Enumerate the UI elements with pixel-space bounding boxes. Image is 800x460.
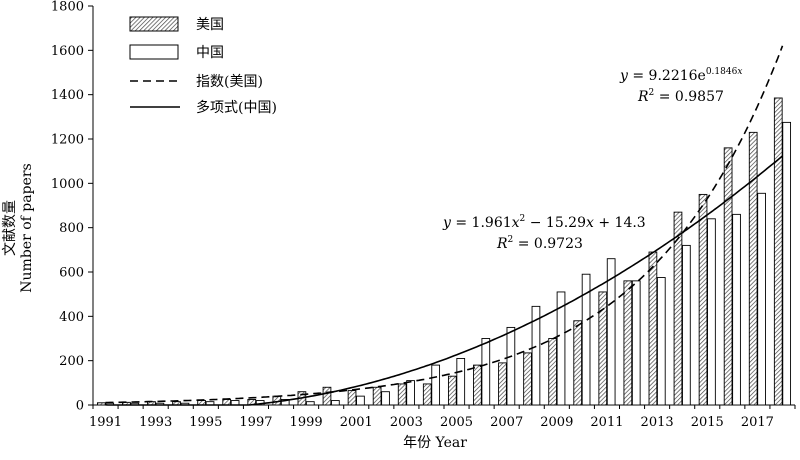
y-tick-label: 0 [76, 399, 84, 414]
y-tick-label: 200 [59, 354, 84, 369]
bar-cn [406, 380, 415, 406]
bar-us [648, 251, 658, 406]
y-tick-label: 1000 [51, 177, 84, 192]
y-tick-label: 1200 [51, 133, 84, 148]
x-tick-label: 1999 [290, 415, 323, 430]
bar-us [347, 390, 357, 406]
bar-us [673, 211, 683, 406]
x-tick-label: 2017 [741, 415, 774, 430]
y-tick-label: 1800 [51, 0, 84, 15]
legend: 美国 中国 指数(美国) 多项式(中国) [129, 16, 277, 116]
trendline-exponential [105, 45, 784, 404]
x-axis-title: 年份 Year [403, 435, 467, 451]
legend-label-poly: 多项式(中国) [196, 99, 277, 116]
bar-cn [782, 121, 792, 406]
bar-us [748, 131, 758, 406]
bar-us [498, 362, 507, 406]
y-tick-label: 1400 [51, 88, 84, 103]
bar-us [573, 320, 583, 406]
legend-label-exp: 指数(美国) [196, 74, 263, 90]
bar-cn [757, 192, 766, 406]
bar-cn [431, 364, 441, 406]
x-tick-label: 2003 [390, 415, 423, 430]
bar-cn [481, 338, 491, 406]
bar-us [773, 97, 783, 406]
y-tick-label: 600 [59, 266, 84, 281]
bar-cn [531, 305, 541, 406]
x-tick-label: 2013 [641, 415, 674, 430]
bar-us [723, 147, 733, 406]
bar-us [322, 386, 332, 406]
x-tick-label: 1991 [89, 415, 122, 430]
bar-us [96, 402, 106, 406]
bar-us [422, 383, 432, 406]
legend-label-cn: 中国 [196, 45, 224, 61]
bar-us [598, 291, 608, 406]
y-axis-title-en: Number of papers [19, 163, 35, 292]
bar-cn [556, 291, 566, 406]
r2-poly-text: R2 = 0.9723 [496, 235, 583, 252]
x-tick-label: 2005 [440, 415, 473, 430]
y-tick-label: 1600 [51, 44, 84, 59]
equation-exponential: y = 9.2216e0.1846x R2 = 0.9857 [619, 67, 742, 105]
legend-label-us: 美国 [196, 17, 224, 33]
bar-us [623, 280, 633, 406]
y-axis-title-cn: 文献数量 [2, 200, 18, 256]
y-axis-title: 文献数量 Number of papers [2, 163, 35, 292]
trendlines [105, 45, 784, 406]
x-tick-label: 2007 [490, 415, 523, 430]
x-tick-label: 2009 [540, 415, 573, 430]
bar-cn [456, 358, 466, 406]
bar-us [523, 352, 532, 406]
bar-us [473, 364, 482, 406]
bar-us [548, 338, 557, 406]
bar-cn [356, 395, 365, 406]
bar-us [447, 375, 457, 406]
y-ticks: 0 200 400 600 800 1000 1200 1400 1600 1800 [51, 0, 93, 414]
bar-cn [732, 213, 741, 406]
bar-cn [506, 326, 516, 406]
r2-exp-text: R2 = 0.9857 [637, 88, 724, 105]
equation-polynomial: y = 1.961x2 − 15.29x + 14.3 R2 = 0.9723 [442, 214, 646, 252]
bar-cn [656, 277, 666, 406]
bar-us [698, 193, 708, 406]
x-tick-label: 2001 [340, 415, 373, 430]
x-tick-label: 1997 [239, 415, 272, 430]
legend-swatch-us [129, 16, 179, 32]
bars [96, 97, 792, 406]
x-tick-label: 2011 [590, 415, 623, 430]
legend-swatch-cn [129, 44, 179, 60]
bar-cn [581, 273, 591, 406]
bar-cn [707, 218, 716, 406]
bar-cn [606, 258, 616, 406]
x-tick-label: 1993 [139, 415, 172, 430]
bar-cn [682, 244, 691, 406]
bar-cn [305, 401, 315, 406]
bar-us [372, 386, 382, 406]
x-ticks: 1991 1993 1995 1997 1999 2001 2003 2005 2007 2009… [89, 405, 796, 430]
x-tick-label: 2015 [691, 415, 724, 430]
bar-cn [631, 280, 641, 406]
equation-exp-text: y = 9.2216e0.1846x [619, 67, 742, 84]
y-tick-label: 400 [59, 310, 84, 325]
bar-cn [331, 400, 340, 406]
trendline-polynomial [105, 155, 784, 406]
x-tick-label: 1995 [189, 415, 222, 430]
equation-poly-text: y = 1.961x2 − 15.29x + 14.3 [442, 214, 646, 231]
bar-cn [280, 399, 290, 406]
y-tick-label: 800 [59, 221, 84, 236]
bar-cn [381, 391, 390, 406]
bar-us [397, 383, 407, 406]
bar-us [222, 399, 232, 406]
